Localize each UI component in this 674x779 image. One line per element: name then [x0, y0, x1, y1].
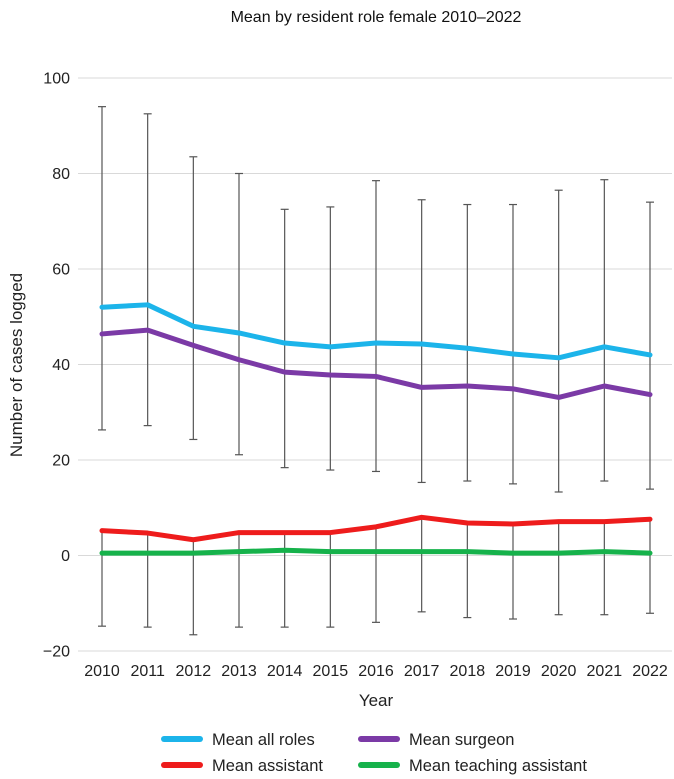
x-tick-label: 2013 [221, 663, 257, 680]
series-line-mean-assistant [99, 514, 653, 543]
legend: Mean all roles Mean surgeon Mean assistant… [161, 731, 587, 775]
series-line-mean-surgeon [99, 327, 653, 400]
x-tick-label: 2017 [404, 663, 440, 680]
x-tick-label: 2020 [541, 663, 577, 680]
x-tick-label: 2022 [632, 663, 668, 680]
series-line-mean-all-roles [99, 302, 653, 361]
x-tick-label: 2011 [130, 663, 165, 680]
x-tick-label: 2010 [84, 663, 120, 680]
grid-lines [78, 77, 672, 652]
legend-label: Mean surgeon [409, 731, 515, 749]
series-line-mean-teaching-assistant [99, 547, 653, 556]
y-tick-label: 60 [52, 262, 70, 279]
legend-label: Mean assistant [212, 757, 323, 775]
series-lines [99, 302, 653, 556]
y-tick-label: 80 [52, 166, 70, 183]
legend-label: Mean teaching assistant [409, 757, 587, 775]
x-tick-label: 2014 [267, 663, 303, 680]
chart-title: Mean by resident role female 2010–2022 [231, 9, 522, 26]
y-tick-label: 20 [52, 453, 70, 470]
y-axis-label: Number of cases logged [7, 273, 26, 457]
x-tick-label: 2016 [358, 663, 394, 680]
x-tick-label: 2019 [495, 663, 531, 680]
x-axis-ticks: 2010 2011 2012 2013 2014 2015 2016 2017 2018 2019… [84, 663, 668, 680]
x-tick-label: 2015 [313, 663, 349, 680]
y-axis-ticks: −20 0 20 40 60 80 100 [43, 71, 70, 661]
y-tick-label: 40 [52, 357, 70, 374]
x-tick-label: 2012 [176, 663, 212, 680]
error-bars [98, 106, 654, 636]
x-tick-label: 2021 [587, 663, 623, 680]
y-tick-label: −20 [43, 644, 70, 661]
y-tick-label: 0 [61, 548, 70, 565]
legend-label: Mean all roles [212, 731, 315, 749]
x-axis-label: Year [359, 691, 394, 710]
y-tick-label: 100 [43, 71, 70, 88]
x-tick-label: 2018 [450, 663, 486, 680]
